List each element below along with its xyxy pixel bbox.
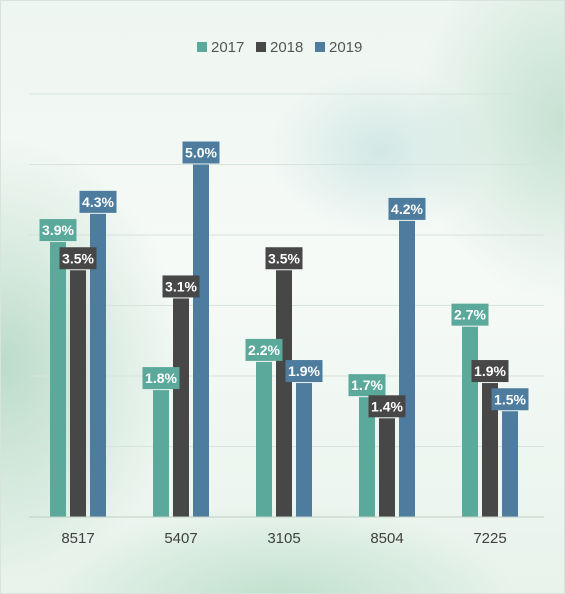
bars	[50, 164, 518, 518]
data-label-8504-2019: 4.2%	[388, 197, 426, 220]
bar-8504-2018	[379, 418, 395, 517]
bar-3105-2018	[276, 270, 292, 517]
data-label-5407-2017: 1.8%	[142, 367, 180, 390]
data-label-3105-2019: 1.9%	[285, 360, 323, 383]
data-label-7225-2017: 2.7%	[451, 303, 489, 326]
data-label-8504-2017: 1.7%	[348, 374, 386, 397]
data-label-7225-2018: 1.9%	[471, 360, 509, 383]
data-label-5407-2018: 3.1%	[162, 275, 200, 298]
svg-text:1.5%: 1.5%	[494, 391, 526, 407]
svg-text:1.4%: 1.4%	[371, 398, 403, 414]
svg-text:4.2%: 4.2%	[391, 201, 423, 217]
svg-text:2017: 2017	[211, 39, 244, 56]
data-label-8517-2017: 3.9%	[39, 219, 77, 242]
data-label-3105-2018: 3.5%	[265, 247, 303, 270]
bar-8517-2019	[90, 213, 106, 517]
data-label-3105-2017: 2.2%	[245, 338, 283, 361]
svg-text:2.2%: 2.2%	[248, 342, 280, 358]
bar-7225-2017	[462, 326, 478, 517]
bar-5407-2019	[193, 164, 209, 517]
svg-text:2018: 2018	[270, 39, 303, 56]
bar-3105-2019	[296, 383, 312, 517]
legend-item-2019: 2019	[315, 39, 362, 56]
svg-text:1.9%: 1.9%	[474, 363, 506, 379]
svg-text:2.7%: 2.7%	[454, 307, 486, 323]
bar-7225-2019	[502, 411, 518, 517]
svg-text:2019: 2019	[329, 39, 362, 56]
bar-8504-2019	[399, 220, 415, 517]
svg-text:3.1%: 3.1%	[165, 278, 197, 294]
x-tick-label: 3105	[267, 530, 300, 547]
bar-5407-2018	[173, 298, 189, 517]
bar-8504-2017	[359, 397, 375, 517]
bar-5407-2017	[153, 390, 169, 517]
svg-text:3.5%: 3.5%	[62, 250, 94, 266]
data-label-8517-2018: 3.5%	[59, 247, 97, 270]
svg-text:1.9%: 1.9%	[288, 363, 320, 379]
x-tick-label: 7225	[473, 530, 506, 547]
x-axis: 8517 5407 3105 8504 7225	[29, 516, 544, 547]
svg-text:4.3%: 4.3%	[82, 194, 114, 210]
data-label-7225-2019: 1.5%	[491, 388, 529, 411]
x-tick-label: 8504	[370, 530, 403, 547]
data-label-8504-2018: 1.4%	[368, 395, 406, 418]
x-tick-label: 8517	[61, 530, 94, 547]
data-labels: 3.9% 3.5% 4.3% 1.8% 3.1% 5.0% 2.2% 3.5% 1.9% 1.7%…	[39, 141, 529, 418]
x-tick-label: 5407	[164, 530, 197, 547]
data-label-5407-2019: 5.0%	[182, 141, 220, 164]
svg-text:1.8%: 1.8%	[145, 370, 177, 386]
legend: 2017 2018 2019	[197, 39, 362, 56]
legend-item-2018: 2018	[256, 39, 303, 56]
bar-7225-2018	[482, 383, 498, 517]
data-label-8517-2019: 4.3%	[79, 190, 117, 213]
svg-text:1.7%: 1.7%	[351, 377, 383, 393]
legend-item-2017: 2017	[197, 39, 244, 56]
bar-8517-2018	[70, 270, 86, 517]
bar-8517-2017	[50, 242, 66, 518]
bar-3105-2017	[256, 361, 272, 517]
svg-text:3.9%: 3.9%	[42, 222, 74, 238]
svg-text:3.5%: 3.5%	[268, 250, 300, 266]
svg-text:5.0%: 5.0%	[185, 145, 217, 161]
